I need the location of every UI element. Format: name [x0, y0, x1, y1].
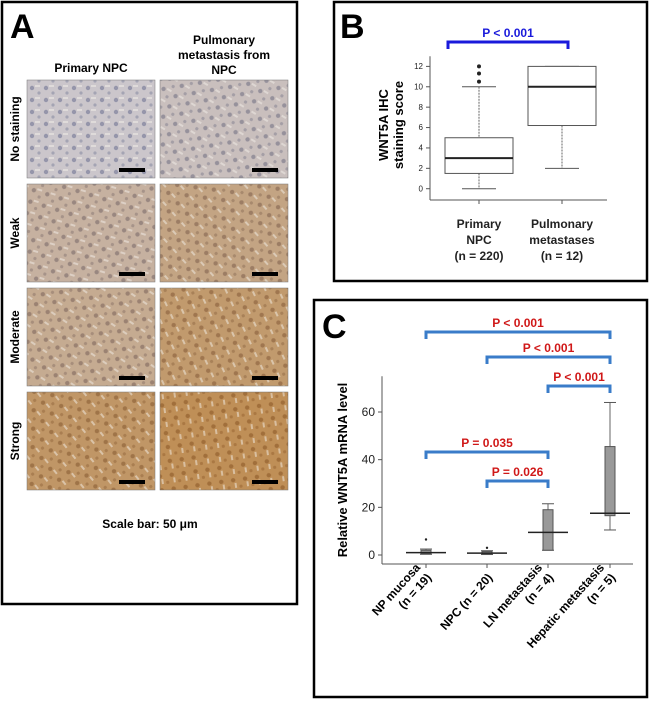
ihc-micrograph [159, 79, 289, 179]
x-category-label: NPC [466, 233, 492, 247]
scale-bar [119, 480, 145, 484]
column-header: metastasis from [178, 48, 270, 62]
panel-b-label: B [340, 8, 365, 46]
scale-bar [252, 272, 278, 276]
p-value-label: P < 0.001 [553, 370, 605, 384]
box [444, 137, 514, 174]
ihc-micrograph [26, 287, 156, 387]
panel-a-frame [0, 0, 299, 606]
y-tick-label: 60 [362, 405, 376, 419]
significance-bracket [546, 384, 612, 393]
ihc-micrograph [26, 79, 156, 179]
outlier-point [424, 538, 428, 541]
scale-bar [252, 376, 278, 380]
outlier-point [477, 79, 481, 84]
y-tick-label: 2 [419, 164, 424, 173]
significance-bracket [485, 479, 550, 488]
significance-bracket [446, 40, 570, 49]
p-value-label: P < 0.001 [482, 26, 534, 40]
y-axis-title: staining score [391, 81, 406, 169]
scale-bar [252, 168, 278, 172]
y-tick-label: 12 [414, 62, 423, 71]
significance-bracket [485, 355, 612, 364]
scale-bar [119, 272, 145, 276]
y-tick-label: 8 [419, 103, 424, 112]
column-header: Primary NPC [54, 61, 128, 75]
y-axis-title: WNT5A IHC [376, 89, 391, 161]
ihc-micrograph [26, 391, 156, 491]
scale-bar [119, 376, 145, 380]
y-tick-label: 4 [419, 144, 424, 153]
box [542, 509, 554, 551]
ihc-micrograph [26, 183, 156, 283]
row-label: Weak [8, 217, 22, 248]
y-tick-label: 0 [419, 184, 424, 193]
ihc-micrograph [159, 287, 289, 387]
y-tick-label: 40 [362, 453, 376, 467]
outlier-point [477, 71, 481, 76]
column-header: Pulmonary [193, 33, 255, 47]
y-tick-label: 10 [414, 82, 423, 91]
row-label: Moderate [8, 310, 22, 364]
x-category-label: metastases [529, 233, 595, 247]
p-value-label: P = 0.035 [461, 436, 513, 450]
panel-b-frame [332, 0, 649, 283]
p-value-label: P < 0.001 [492, 316, 544, 330]
significance-bracket [424, 450, 550, 459]
row-label: Strong [8, 422, 22, 461]
y-tick-label: 0 [368, 548, 375, 562]
column-header: NPC [211, 63, 237, 77]
x-category-label: (n = 220) [454, 249, 503, 263]
panel-a-label: A [10, 8, 35, 46]
outlier-point [485, 546, 489, 550]
p-value-label: P < 0.001 [523, 341, 575, 355]
y-axis-title: Relative WNT5A mRNA level [335, 383, 350, 558]
significance-bracket [424, 330, 612, 339]
y-tick-label: 20 [362, 500, 376, 514]
row-label: No staining [8, 96, 22, 161]
scale-bar [252, 480, 278, 484]
panel-c-chart: 0 20 40 60 P < 0.001 P < 0.001 P < 0.001 P = 0.… [335, 316, 633, 651]
box [527, 65, 597, 127]
x-category-label: Primary [457, 217, 502, 231]
x-category-label: Pulmonary [531, 217, 593, 231]
scale-bar-caption: Scale bar: 50 μm [102, 517, 197, 531]
panel-c-label: C [322, 308, 347, 346]
box [604, 446, 616, 517]
y-tick-label: 6 [419, 123, 424, 132]
ihc-micrograph [159, 391, 289, 491]
panel-c-frame [312, 298, 649, 699]
scale-bar [119, 168, 145, 172]
panel-b-chart: 0 2 4 6 8 10 12 P < 0.001 WNT5A IHC staining scor… [376, 26, 607, 263]
p-value-label: P = 0.026 [492, 465, 544, 479]
outlier-point [477, 64, 481, 69]
ihc-micrograph [159, 183, 289, 283]
x-category-label: (n = 12) [541, 249, 583, 263]
